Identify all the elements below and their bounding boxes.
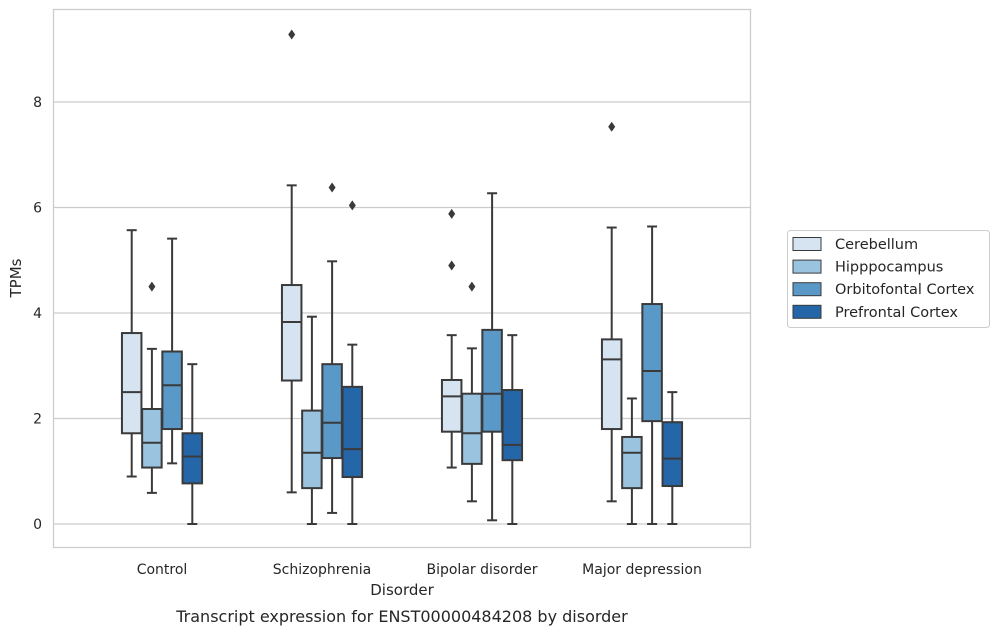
- box-body: [321, 363, 343, 460]
- boxes: [120, 29, 684, 525]
- box-body: [661, 421, 684, 488]
- box-body: [641, 303, 663, 423]
- box-body: [181, 432, 204, 485]
- y-tick-label: 0: [33, 517, 42, 533]
- legend-label: Orbitofontal Cortex: [835, 282, 975, 298]
- box: [141, 281, 163, 494]
- legend-label: Hipppocampus: [835, 260, 943, 276]
- legend-swatch: [792, 237, 822, 251]
- legend-label: Cerebellum: [835, 237, 918, 253]
- box: [181, 363, 204, 525]
- box: [481, 192, 503, 522]
- box-body: [120, 332, 143, 435]
- outlier-point: [288, 29, 296, 40]
- x-tick-label: Schizophrenia: [273, 562, 371, 578]
- box-body: [440, 378, 463, 433]
- box: [161, 237, 183, 465]
- outlier-point: [148, 281, 156, 292]
- outlier-point: [448, 208, 456, 219]
- box-body: [301, 409, 323, 490]
- box-body: [501, 389, 524, 462]
- x-axis-label: Disorder: [370, 581, 434, 599]
- box: [321, 182, 343, 514]
- box: [621, 397, 643, 525]
- y-axis-ticks: 0 2 4 6 8: [33, 95, 42, 533]
- box: [120, 229, 143, 478]
- legend: Cerebellum Hipppocampus Orbitofontal Corte…: [787, 230, 990, 328]
- box: [661, 391, 684, 525]
- box: [461, 281, 483, 503]
- box: [440, 208, 463, 469]
- y-tick-label: 6: [33, 201, 42, 217]
- x-axis-ticks: Control Schizophrenia Bipolar disorder Majo…: [137, 562, 702, 578]
- x-tick-label: Bipolar disorder: [426, 562, 537, 578]
- outlier-point: [448, 260, 456, 271]
- box-body: [141, 408, 163, 469]
- x-tick-label: Major depression: [582, 562, 702, 578]
- box-body: [600, 338, 623, 431]
- box-body: [621, 435, 643, 490]
- x-tick-label: Control: [137, 562, 188, 578]
- outlier-point: [608, 121, 616, 132]
- y-tick-label: 8: [33, 95, 42, 111]
- box-body: [341, 385, 364, 479]
- y-axis-label: TPMs: [7, 258, 25, 298]
- box-body: [161, 350, 183, 431]
- chart-caption: Transcript expression for ENST0000048420…: [175, 607, 628, 626]
- y-tick-label: 4: [33, 306, 42, 322]
- box-body: [280, 284, 303, 382]
- box: [641, 225, 663, 525]
- legend-swatch: [792, 259, 822, 274]
- box-body: [481, 328, 503, 433]
- legend-label: Prefrontal Cortex: [835, 305, 958, 321]
- box: [501, 334, 524, 525]
- outlier-point: [468, 281, 476, 292]
- outlier-point: [328, 182, 336, 193]
- box: [341, 200, 364, 525]
- box: [301, 315, 323, 525]
- y-tick-label: 2: [33, 412, 42, 428]
- legend-swatch: [792, 304, 822, 319]
- box: [280, 29, 303, 494]
- plot-frame: [52, 8, 752, 549]
- box: [600, 121, 623, 503]
- legend-frame: [787, 230, 990, 328]
- legend-swatch: [792, 282, 822, 297]
- box-body: [461, 392, 483, 465]
- outlier-point: [348, 200, 356, 211]
